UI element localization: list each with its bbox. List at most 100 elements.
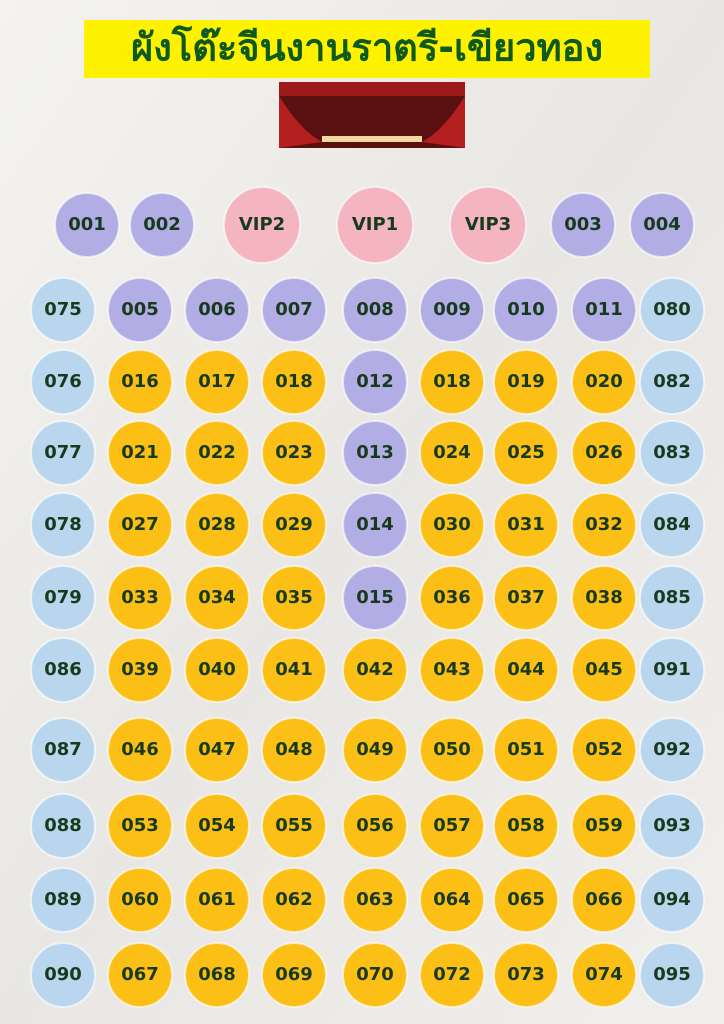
table-label: 022 — [198, 442, 236, 463]
table-label: 044 — [507, 659, 545, 680]
table — [493, 637, 559, 703]
table — [639, 492, 705, 558]
table — [107, 793, 173, 859]
table-label: 024 — [433, 442, 471, 463]
table-label: 032 — [585, 514, 623, 535]
table — [493, 492, 559, 558]
table — [342, 942, 408, 1008]
table-label: 068 — [198, 964, 236, 985]
table-label: 076 — [44, 371, 82, 392]
table — [419, 717, 485, 783]
table-label: 034 — [198, 587, 236, 608]
table — [30, 492, 96, 558]
table — [184, 637, 250, 703]
table — [30, 277, 96, 343]
table — [571, 793, 637, 859]
table — [54, 192, 120, 258]
table — [571, 717, 637, 783]
table-label: 056 — [356, 815, 394, 836]
table-label: 013 — [356, 442, 394, 463]
table — [184, 420, 250, 486]
table-label: 041 — [275, 659, 313, 680]
table — [639, 717, 705, 783]
table-label: 077 — [44, 442, 82, 463]
table-label: 079 — [44, 587, 82, 608]
table — [342, 637, 408, 703]
table-label: 085 — [653, 587, 691, 608]
table-label: VIP1 — [352, 214, 398, 235]
table-label: 003 — [564, 214, 602, 235]
table — [493, 793, 559, 859]
table — [30, 420, 96, 486]
table — [419, 492, 485, 558]
table — [129, 192, 195, 258]
table-label: 060 — [121, 889, 159, 910]
table-label: 005 — [121, 299, 159, 320]
table-label: 048 — [275, 739, 313, 760]
table — [107, 717, 173, 783]
stage — [279, 82, 465, 148]
table — [261, 565, 327, 631]
table-label: 065 — [507, 889, 545, 910]
table — [184, 942, 250, 1008]
table-label: 088 — [44, 815, 82, 836]
table-label: 084 — [653, 514, 691, 535]
table — [184, 565, 250, 631]
table-label: 091 — [653, 659, 691, 680]
table — [419, 867, 485, 933]
table — [550, 192, 616, 258]
table-label: 011 — [585, 299, 623, 320]
table-label: 035 — [275, 587, 313, 608]
table — [639, 565, 705, 631]
table-label: 092 — [653, 739, 691, 760]
table — [30, 793, 96, 859]
table — [342, 277, 408, 343]
table — [342, 793, 408, 859]
table — [571, 349, 637, 415]
table-label: 069 — [275, 964, 313, 985]
table-label: 054 — [198, 815, 236, 836]
table — [30, 349, 96, 415]
table-label: 072 — [433, 964, 471, 985]
table-label: 006 — [198, 299, 236, 320]
table — [639, 793, 705, 859]
table — [419, 349, 485, 415]
table-label: 018 — [433, 371, 471, 392]
table-label: 061 — [198, 889, 236, 910]
table — [629, 192, 695, 258]
table-label: 004 — [643, 214, 681, 235]
table-label: 020 — [585, 371, 623, 392]
table — [261, 420, 327, 486]
table-label: 017 — [198, 371, 236, 392]
table — [261, 717, 327, 783]
table — [30, 942, 96, 1008]
table-label: 007 — [275, 299, 313, 320]
table — [571, 277, 637, 343]
table-label: 043 — [433, 659, 471, 680]
table — [639, 277, 705, 343]
table — [184, 717, 250, 783]
table — [261, 793, 327, 859]
table-label: 029 — [275, 514, 313, 535]
table-label: 073 — [507, 964, 545, 985]
table-label: 082 — [653, 371, 691, 392]
table-label: 086 — [44, 659, 82, 680]
table — [30, 867, 96, 933]
table — [449, 186, 527, 264]
table-label: 095 — [653, 964, 691, 985]
table — [419, 793, 485, 859]
table — [184, 867, 250, 933]
table — [223, 186, 301, 264]
table-label: 015 — [356, 587, 394, 608]
table — [639, 349, 705, 415]
table — [639, 637, 705, 703]
table-label: 087 — [44, 739, 82, 760]
table — [342, 349, 408, 415]
table — [107, 420, 173, 486]
table-label: 059 — [585, 815, 623, 836]
table — [261, 637, 327, 703]
table-label: 090 — [44, 964, 82, 985]
table — [493, 277, 559, 343]
table-label: 033 — [121, 587, 159, 608]
